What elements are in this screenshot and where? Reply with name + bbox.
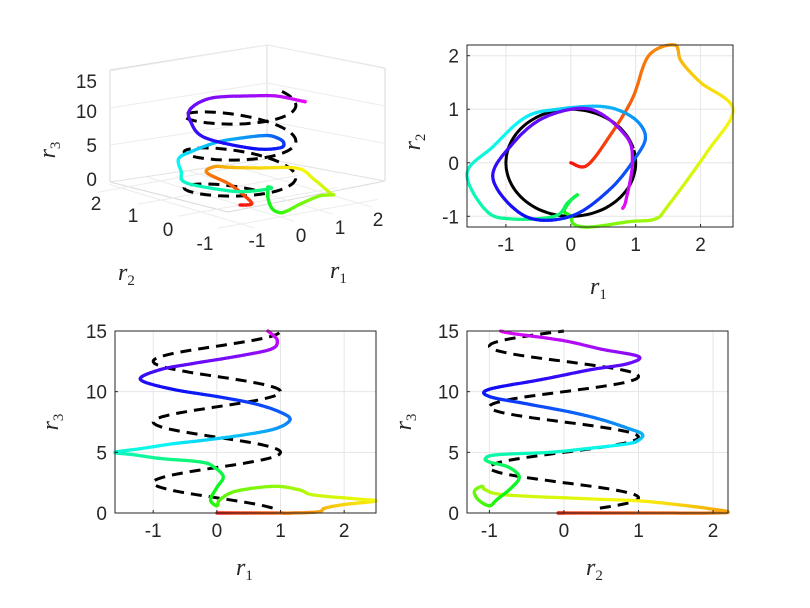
x-tick-label: 0 [559,521,570,542]
gridline [217,199,378,229]
ticks-r2-r3: -1 0 1 2 15 10 5 0 [438,322,719,542]
grid-r1-r2 [467,45,733,227]
gridline [109,44,268,72]
y-tick-label: 10 [86,383,107,404]
gridline [186,169,334,215]
gridline [266,82,386,107]
trajectory-3d [176,93,336,215]
tick-r1-2: 2 [373,210,384,231]
y-tick-label: 0 [448,154,459,175]
reference-helix-r2-r3 [487,329,641,510]
tick-r1-1: 1 [335,218,346,239]
x-tick-label: 2 [708,521,719,542]
panel-3d: 15 10 5 0 2 1 0 -1 -1 0 1 2 r3 r2 r1 [35,44,386,289]
tick-r2-m1: -1 [197,234,214,255]
gridline [177,187,338,217]
y-tick-label: 5 [96,443,107,464]
tick-r3-0: 0 [86,170,97,191]
y-tick-label: -1 [442,207,459,228]
gridline [108,183,256,229]
trajectory-r1-r2 [465,43,735,229]
x-tick-label: -1 [145,521,162,542]
reference-helix-r1-r3 [151,330,283,510]
y-tick-label: 15 [86,322,107,343]
x-tick-label: 0 [212,521,223,542]
tick-r2-1: 1 [128,206,139,227]
y-tick-label: 0 [96,504,107,525]
y-tick-label: 5 [448,443,459,464]
axes-box-r2-r3 [466,330,729,514]
y-tick-label: 15 [438,322,459,343]
x-tick-label: 2 [695,235,706,256]
y-tick-label: 1 [448,100,459,121]
x-tick-label: -1 [481,521,498,542]
y-tick-label: 0 [448,504,459,525]
axes-box-r1-r2 [466,44,734,228]
x-tick-label: 1 [275,521,286,542]
tick-r3-10: 10 [76,102,97,123]
reference-helix-3d [182,88,298,198]
x-tick-label: 1 [633,521,644,542]
grid-3d [97,44,386,229]
tick-r3-5: 5 [86,136,97,157]
reference-circle-r1-r2 [504,107,638,218]
tick-r2-2: 2 [91,194,102,215]
ticks-r1-r3: -1 0 1 2 15 10 5 0 [86,322,350,542]
axes-box-r1-r3 [114,330,377,514]
y-tick-label: 10 [438,383,459,404]
tick-r2-0: 0 [163,220,174,241]
tick-r1-m1: -1 [249,231,266,252]
gridline [225,162,373,208]
gridline [147,176,295,222]
gridline [266,120,386,144]
x-tick-label: -1 [497,235,514,256]
y-tick-label: 2 [448,47,459,68]
gridline [109,82,268,109]
tick-r3-15: 15 [76,72,97,93]
x-tick-label: 2 [339,521,350,542]
x-tick-label: 1 [630,235,641,256]
x-tick-label: 0 [566,235,577,256]
gridline [266,44,386,69]
tick-r1-0: 0 [296,226,307,247]
ticks-r1-r2: -1 0 1 2 2 1 0 -1 [442,47,706,256]
